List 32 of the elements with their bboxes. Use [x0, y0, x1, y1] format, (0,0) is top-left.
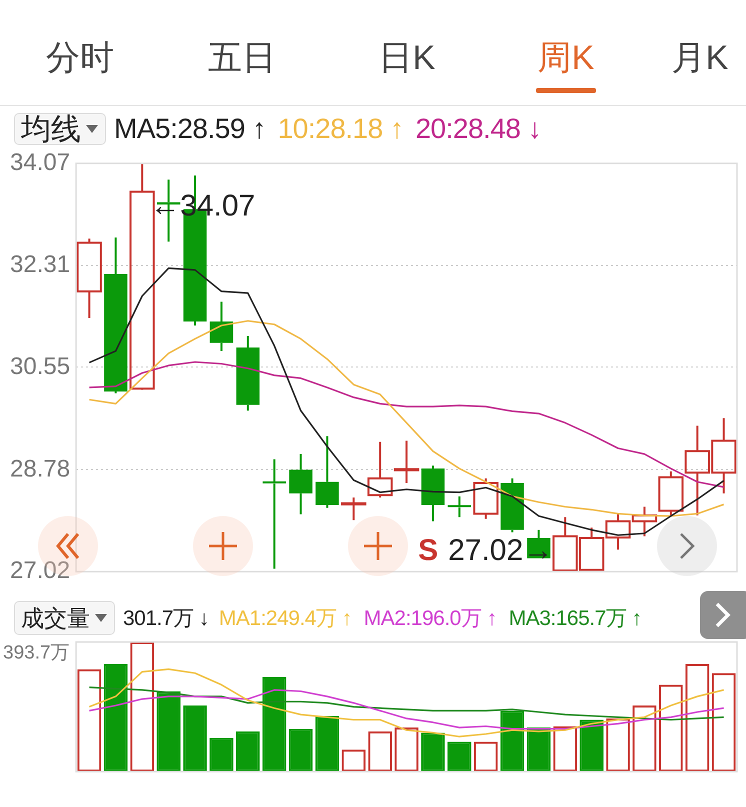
- text: 周K: [538, 38, 594, 78]
- candlestick: [421, 464, 445, 522]
- y-tick-label: 28.78: [10, 455, 70, 482]
- candlestick: [341, 496, 366, 522]
- text: 均线: [21, 112, 81, 148]
- text: 日K: [378, 38, 436, 78]
- text: 月K: [672, 38, 728, 78]
- annotation: S: [418, 534, 438, 567]
- y-tick-label: 34.07: [10, 149, 70, 176]
- candlestick: [130, 162, 155, 391]
- y-tick-label: 27.02: [10, 557, 70, 584]
- text: 五日: [208, 38, 276, 78]
- candlestick: [367, 440, 393, 498]
- text: 301.7万 ↓: [123, 606, 209, 632]
- candlestick: [210, 300, 234, 352]
- candlestick: [473, 477, 498, 520]
- candlestick: [658, 470, 684, 516]
- text: MA3:165.7万 ↑: [508, 606, 642, 632]
- text: 10:28.18 ↑: [278, 113, 404, 145]
- text: 20:28.48 ↓: [415, 113, 542, 145]
- text: MA2:196.0万 ↑: [364, 606, 497, 632]
- candlestick: [76, 238, 102, 319]
- y-tick-label: 30.55: [10, 352, 70, 380]
- text: 成交量: [21, 604, 90, 632]
- text: 393.7万: [3, 642, 70, 664]
- text: 分时: [46, 38, 114, 78]
- text: MA1:249.4万 ↑: [218, 606, 352, 632]
- candlestick: [236, 334, 260, 412]
- y-tick-label: 32.31: [10, 250, 70, 278]
- candlestick: [448, 495, 472, 518]
- candlestick: [394, 440, 420, 484]
- text: MA5:28.59 ↑: [114, 113, 266, 145]
